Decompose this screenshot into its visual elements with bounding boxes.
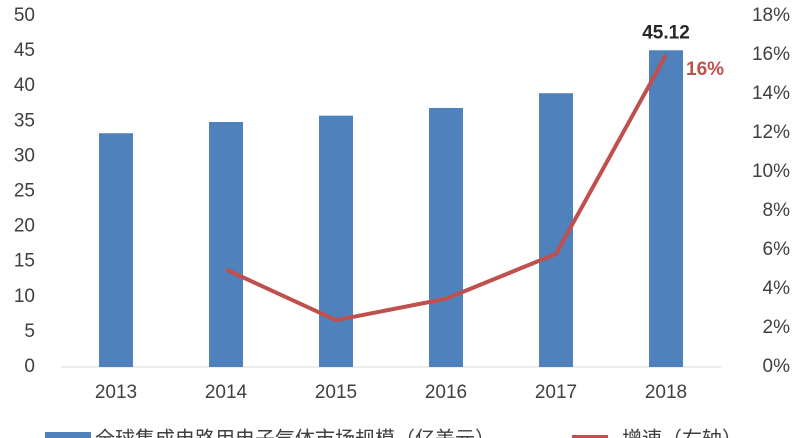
x-tick-label: 2016 xyxy=(425,382,467,403)
y2-tick-label: 8% xyxy=(763,200,791,221)
y-tick-label: 10 xyxy=(14,286,35,307)
legend-label: 全球集成电路用电子气体市场规模（亿美元） xyxy=(95,427,495,438)
y-tick-label: 15 xyxy=(14,251,35,272)
bar xyxy=(649,50,683,367)
y-tick-label: 45 xyxy=(14,40,35,61)
data-label: 16% xyxy=(686,59,724,80)
legend-swatch xyxy=(45,432,91,438)
y-tick-label: 25 xyxy=(14,181,35,202)
y2-tick-label: 0% xyxy=(763,356,791,377)
y-tick-label: 50 xyxy=(14,5,35,26)
legend-label: 增速（右轴） xyxy=(622,427,742,438)
bar xyxy=(429,107,463,367)
x-tick-label: 2017 xyxy=(535,382,577,403)
y2-tick-label: 18% xyxy=(752,5,790,26)
bar xyxy=(319,115,353,368)
y2-tick-label: 2% xyxy=(763,317,791,338)
y2-tick-label: 6% xyxy=(763,239,791,260)
y-tick-label: 40 xyxy=(14,75,35,96)
y-tick-label: 5 xyxy=(24,321,35,342)
y-tick-label: 30 xyxy=(14,145,35,166)
x-tick-label: 2014 xyxy=(205,382,248,403)
bar xyxy=(209,122,243,367)
y2-tick-label: 4% xyxy=(763,278,791,299)
y-tick-label: 20 xyxy=(14,216,35,237)
y-tick-label: 0 xyxy=(24,356,35,377)
bar xyxy=(99,133,133,367)
y2-tick-label: 10% xyxy=(752,161,790,182)
line xyxy=(225,54,668,323)
y2-tick-label: 12% xyxy=(752,122,790,143)
y-tick-label: 35 xyxy=(14,110,35,131)
x-tick-label: 2018 xyxy=(645,382,687,403)
x-tick-label: 2013 xyxy=(95,382,137,403)
y2-tick-label: 14% xyxy=(752,83,790,104)
y2-tick-label: 16% xyxy=(752,44,790,65)
data-label: 45.12 xyxy=(642,22,690,43)
x-tick-label: 2015 xyxy=(315,382,357,403)
